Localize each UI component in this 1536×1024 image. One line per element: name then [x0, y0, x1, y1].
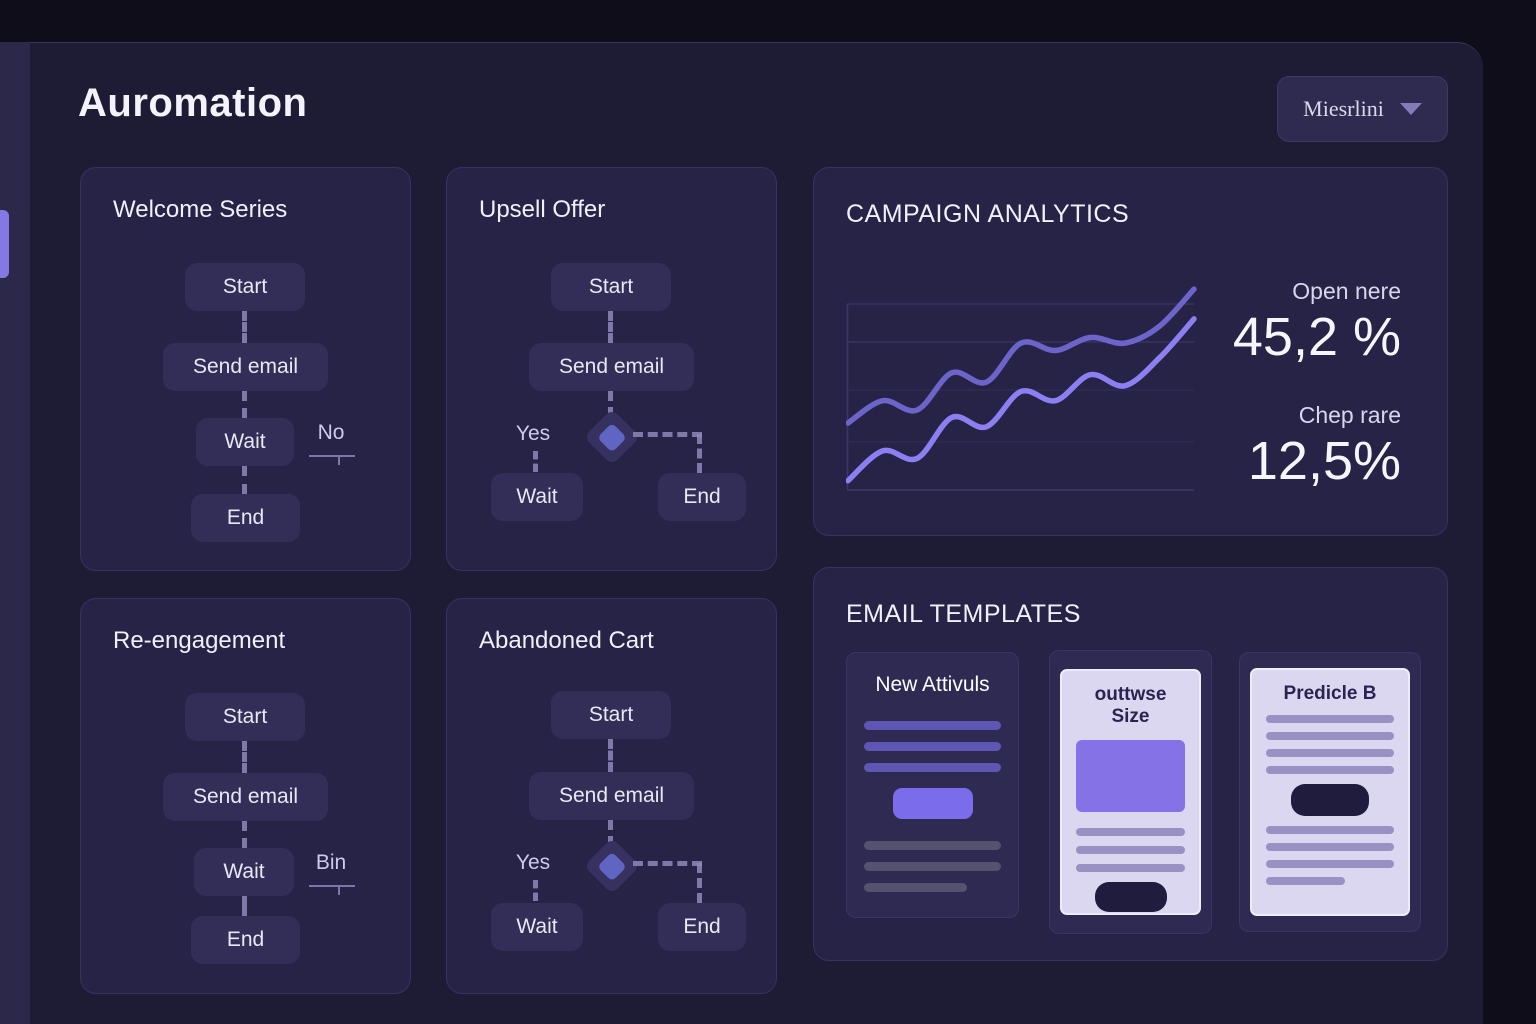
flow-connector	[533, 880, 538, 901]
flow-node-send-email[interactable]: Send email	[529, 772, 694, 820]
template-preview: Predicle B	[1250, 668, 1410, 916]
flow-connector	[242, 466, 247, 494]
placeholder-line	[1266, 766, 1394, 774]
workflow-title: Upsell Offer	[479, 196, 606, 223]
workflow-title: Re-engagement	[113, 627, 286, 654]
decision-diamond[interactable]	[583, 837, 641, 895]
email-template-card-3[interactable]: Predicle B	[1239, 652, 1421, 932]
placeholder-line	[1266, 732, 1394, 740]
analytics-stats: Open nere 45,2 % Chep rare 12,5%	[1161, 276, 1401, 492]
flow-connector	[608, 311, 613, 343]
placeholder-line	[1266, 877, 1346, 885]
branch-label: Yes	[515, 851, 551, 874]
flow-connector	[242, 821, 247, 848]
flow-connector	[533, 451, 538, 472]
flow-node-wait[interactable]: Wait	[194, 848, 294, 896]
chevron-down-icon	[1399, 103, 1422, 115]
stat-open-rate-value: 45,2 %	[1232, 307, 1401, 367]
template-title: Predicle B	[1283, 683, 1377, 704]
flow-connector	[242, 311, 247, 343]
workflow-card-abandoned-cart: Abandoned Cart Start Send email Yes Wait…	[446, 598, 777, 994]
workflow-card-re-engagement: Re-engagement Start Send email Wait Bin …	[80, 598, 411, 994]
branch-label: Yes	[515, 422, 551, 445]
templates-title: EMAIL TEMPLATES	[846, 600, 1081, 628]
flow-node-send-email[interactable]: Send email	[529, 343, 694, 391]
email-template-card-1[interactable]: New Attivuls	[846, 652, 1019, 918]
placeholder-line	[864, 763, 1001, 772]
flow-node-wait[interactable]: Wait	[491, 903, 583, 951]
placeholder-line	[864, 862, 1001, 871]
email-template-card-2[interactable]: outtwse Size	[1049, 650, 1212, 934]
campaign-analytics-panel: CAMPAIGN ANALYTICS Open nere 45,2 % Chep…	[813, 167, 1448, 536]
placeholder-line	[1266, 749, 1394, 757]
image-placeholder	[1076, 740, 1185, 812]
placeholder-line	[864, 883, 967, 892]
flow-connector	[608, 820, 613, 846]
flow-node-end[interactable]: End	[658, 473, 746, 521]
email-templates-panel: EMAIL TEMPLATES New Attivuls outtwse Siz…	[813, 567, 1448, 961]
flow-node-end[interactable]: End	[658, 903, 746, 951]
flow-node-send-email[interactable]: Send email	[163, 343, 328, 391]
placeholder-line	[1266, 826, 1394, 834]
flow-node-wait[interactable]: Wait	[491, 473, 583, 521]
flow-node-start[interactable]: Start	[185, 263, 305, 311]
branch-label: Bin	[315, 851, 347, 874]
flow-node-end[interactable]: End	[191, 916, 300, 964]
flow-connector	[633, 861, 702, 866]
flow-connector	[608, 391, 613, 417]
sidebar-active-indicator	[0, 210, 9, 278]
template-title: outtwse Size	[1094, 684, 1167, 727]
placeholder-line	[864, 742, 1001, 751]
template-preview: outtwse Size	[1060, 669, 1201, 915]
flow-node-end[interactable]: End	[191, 494, 300, 542]
main-panel: Auromation Miesrlini Welcome Series Star…	[30, 42, 1483, 1024]
branch-underline	[309, 455, 355, 465]
template-button-placeholder	[892, 788, 973, 819]
flow-connector	[697, 863, 702, 903]
branch-underline	[309, 885, 355, 895]
analytics-line-chart	[846, 286, 1197, 491]
workflow-card-upsell-offer: Upsell Offer Start Send email Yes Wait E…	[446, 167, 777, 571]
placeholder-line	[1266, 715, 1394, 723]
stat-open-rate-label: Open nere	[1292, 278, 1401, 304]
placeholder-line	[1266, 860, 1394, 868]
flow-node-start[interactable]: Start	[551, 263, 671, 311]
template-button-placeholder	[1291, 784, 1369, 816]
analytics-title: CAMPAIGN ANALYTICS	[846, 200, 1130, 228]
placeholder-line	[1076, 864, 1185, 872]
page-title: Auromation	[78, 81, 308, 125]
workflow-title: Abandoned Cart	[479, 627, 654, 654]
placeholder-line	[1266, 843, 1394, 851]
flow-node-send-email[interactable]: Send email	[163, 773, 328, 821]
stat-click-rate-value: 12,5%	[1247, 431, 1401, 491]
flow-connector	[697, 434, 702, 473]
workflow-title: Welcome Series	[113, 196, 288, 223]
decision-diamond[interactable]	[583, 408, 641, 466]
stat-click-rate-label: Chep rare	[1298, 402, 1401, 428]
flow-connector	[242, 391, 247, 418]
period-dropdown-label: Miesrlini	[1303, 96, 1384, 121]
template-button-placeholder	[1094, 882, 1167, 912]
flow-node-start[interactable]: Start	[185, 693, 305, 741]
flow-connector	[633, 432, 702, 437]
sidebar	[0, 42, 30, 1024]
flow-connector	[242, 741, 247, 773]
template-title: New Attivuls	[875, 673, 990, 696]
placeholder-line	[1076, 828, 1185, 836]
period-dropdown[interactable]: Miesrlini	[1277, 76, 1448, 142]
flow-connector	[608, 739, 613, 772]
flow-node-start[interactable]: Start	[551, 691, 671, 739]
decision-diamond-inner	[597, 851, 627, 881]
branch-label: No	[317, 421, 345, 444]
flow-node-wait[interactable]: Wait	[196, 418, 294, 466]
flow-connector	[242, 896, 247, 916]
placeholder-line	[1076, 846, 1185, 854]
placeholder-line	[864, 721, 1001, 730]
decision-diamond-inner	[597, 422, 627, 452]
placeholder-line	[864, 841, 1001, 850]
workflow-card-welcome-series: Welcome Series Start Send email Wait No …	[80, 167, 411, 571]
